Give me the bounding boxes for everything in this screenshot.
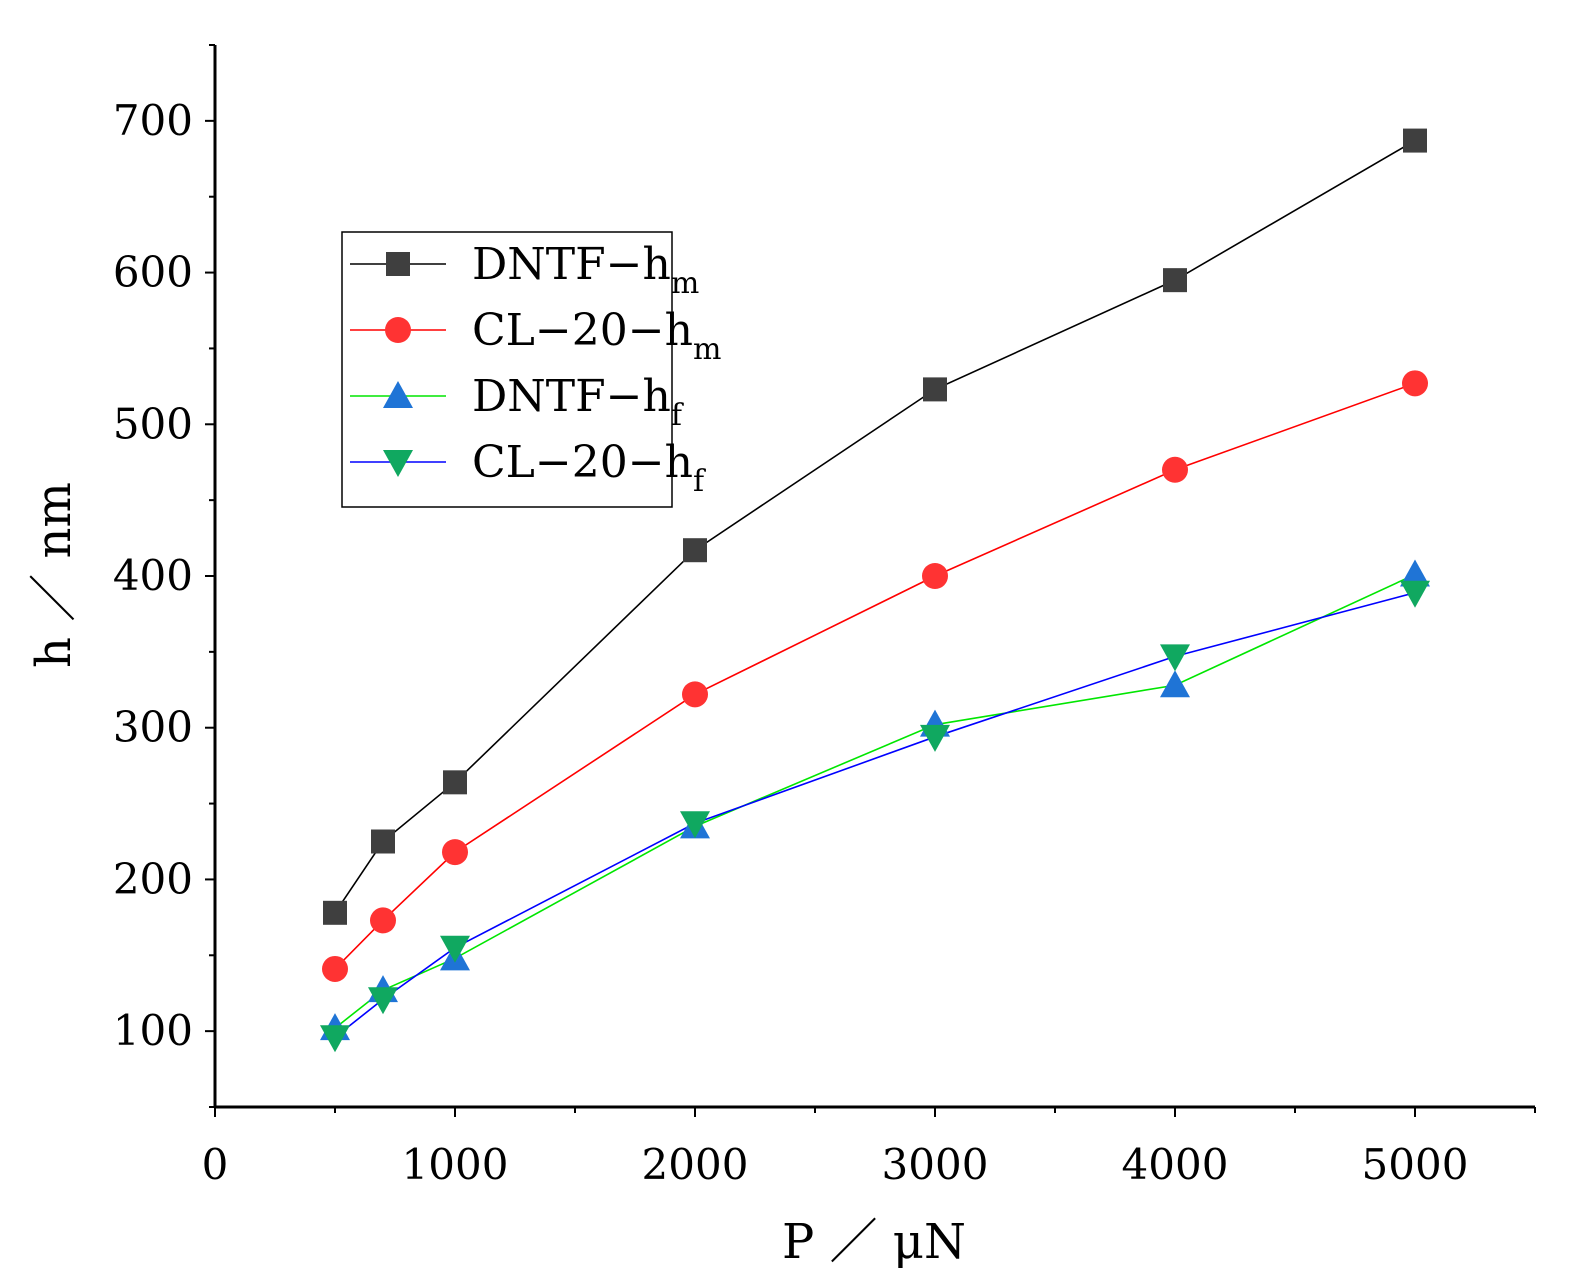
y-tick-label: 500	[113, 399, 193, 448]
data-point-DNTF-hm	[683, 538, 707, 563]
data-point-DNTF-hm	[1163, 268, 1187, 293]
data-point-CL-20-hf	[320, 1025, 350, 1053]
data-point-DNTF-hm	[1403, 128, 1427, 153]
y-tick-label: 700	[113, 96, 193, 145]
data-point-CL-20-hf	[920, 724, 950, 752]
data-point-DNTF-hm	[443, 770, 467, 795]
series-markers	[320, 128, 1430, 1053]
data-point-CL-20-hm	[1162, 456, 1188, 483]
data-point-DNTF-hm	[323, 900, 347, 925]
y-tick-label: 600	[113, 248, 193, 297]
data-point-DNTF-hm	[371, 829, 395, 854]
legend-marker	[383, 381, 413, 408]
y-tick-label: 300	[113, 703, 193, 752]
legend-label-subscript: m	[693, 332, 721, 367]
x-tick-label: 2000	[642, 1140, 749, 1189]
legend-label-subscript: m	[671, 266, 699, 301]
data-point-CL-20-hf	[440, 935, 470, 963]
legend-label-subscript: f	[671, 398, 684, 433]
data-point-CL-20-hm	[322, 955, 348, 982]
x-tick-label: 4000	[1122, 1140, 1229, 1189]
data-point-CL-20-hm	[922, 563, 948, 589]
data-point-CL-20-hf	[1160, 644, 1190, 672]
axes: 100 200 300 400 500 600 700 0 1000 2000 3000 4000 50…	[113, 44, 1536, 1189]
legend-marker	[383, 450, 413, 477]
y-tick-label: 200	[113, 854, 193, 903]
x-tick-label: 1000	[402, 1140, 509, 1189]
data-point-DNTF-hm	[923, 377, 947, 402]
data-point-CL-20-hm	[1402, 370, 1428, 397]
x-tick-label: 3000	[882, 1140, 989, 1189]
y-tick-label: 100	[113, 1006, 193, 1055]
x-axis-title: P ／ μN	[782, 1214, 966, 1270]
data-point-CL-20-hf	[680, 811, 710, 839]
data-point-CL-20-hm	[370, 907, 396, 934]
data-point-DNTF-hf	[1400, 559, 1430, 587]
x-tick-label: 0	[202, 1140, 229, 1189]
data-point-CL-20-hm	[682, 681, 708, 708]
data-point-CL-20-hm	[442, 839, 468, 866]
x-tick-label: 5000	[1362, 1140, 1469, 1189]
legend-marker	[386, 252, 410, 276]
series-line-DNTF-hf	[334, 573, 1416, 1029]
y-tick-label: 400	[113, 551, 193, 600]
data-point-CL-20-hf	[368, 987, 398, 1015]
data-point-CL-20-hf	[1400, 580, 1430, 608]
legend-label-subscript: f	[693, 464, 706, 499]
y-axis-title: h ／ nm	[26, 482, 82, 668]
data-point-DNTF-hf	[1160, 670, 1190, 698]
series-line-CL-20-hf	[334, 591, 1416, 1038]
legend-marker	[385, 317, 411, 343]
